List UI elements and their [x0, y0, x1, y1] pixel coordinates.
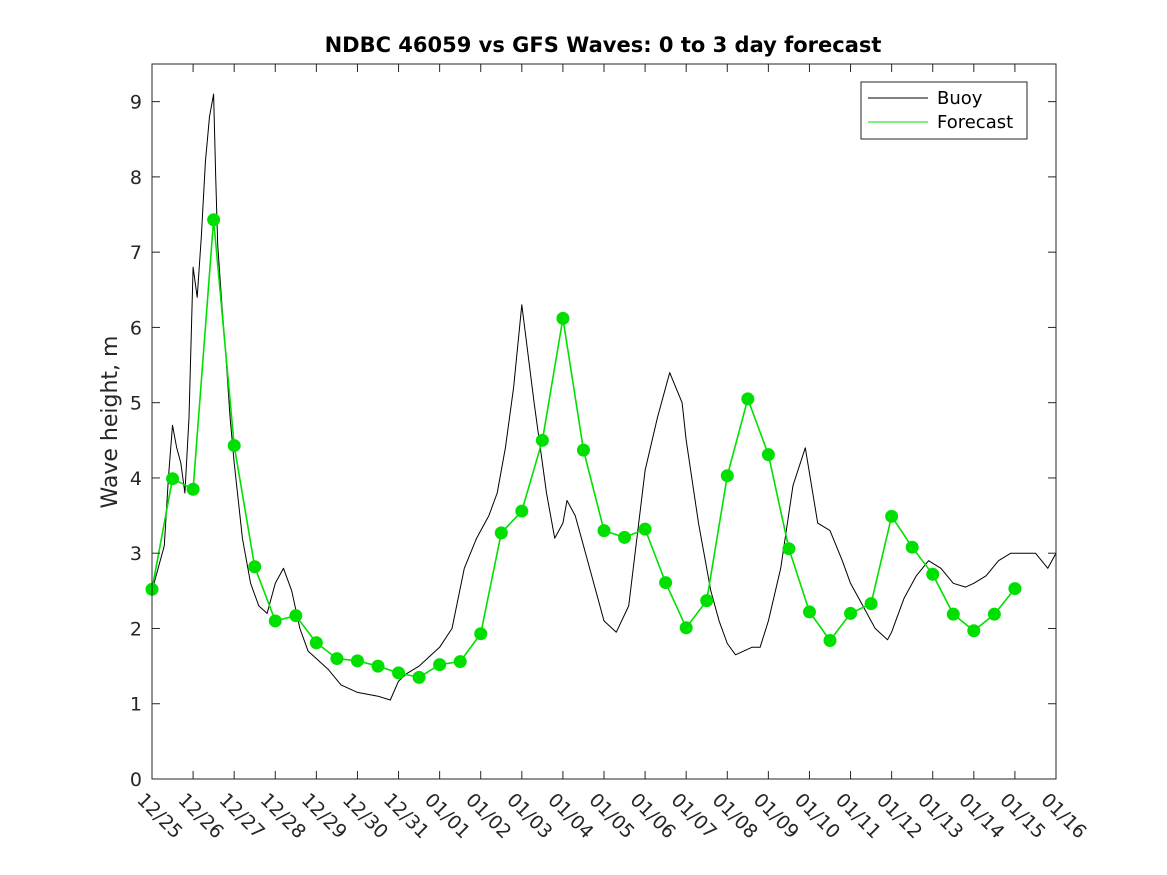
forecast-point [494, 526, 508, 540]
forecast-point [741, 392, 755, 406]
y-tick-label: 7 [130, 242, 142, 264]
forecast-point [638, 522, 652, 536]
forecast-point [207, 213, 221, 227]
y-tick-label: 6 [130, 317, 142, 339]
y-tick-label: 5 [130, 393, 142, 415]
chart-title: NDBC 46059 vs GFS Waves: 0 to 3 day fore… [325, 33, 882, 57]
forecast-point [679, 621, 693, 635]
y-tick-label: 1 [130, 694, 142, 716]
forecast-point [1008, 582, 1022, 596]
forecast-point [453, 655, 467, 669]
forecast-point [885, 509, 899, 523]
forecast-point [412, 670, 426, 684]
forecast-point [967, 624, 981, 638]
forecast-point [309, 636, 323, 650]
legend-forecast-label: Forecast [937, 112, 1013, 133]
forecast-point [864, 597, 878, 611]
forecast-point [782, 542, 796, 556]
forecast-point [166, 472, 180, 486]
forecast-point [392, 666, 406, 680]
forecast-point [535, 433, 549, 447]
y-ticks: 0 1 2 3 4 5 6 7 8 9 [130, 92, 1056, 791]
forecast-point [597, 524, 611, 538]
y-tick-label: 8 [130, 167, 142, 189]
legend-buoy-label: Buoy [937, 88, 983, 109]
forecast-point [659, 576, 673, 590]
forecast-point [844, 606, 858, 620]
forecast-point [926, 567, 940, 581]
forecast-point [186, 482, 200, 496]
forecast-point [474, 627, 488, 641]
forecast-point [987, 607, 1001, 621]
forecast-point [289, 609, 303, 623]
forecast-point [433, 658, 447, 672]
forecast-point [227, 439, 241, 453]
legend: Buoy Forecast [860, 81, 1028, 140]
forecast-point [576, 443, 590, 457]
forecast-point [330, 652, 344, 666]
y-tick-label: 2 [130, 618, 142, 640]
y-axis-label: Wave height, m [98, 336, 123, 509]
forecast-point [720, 469, 734, 483]
forecast-point [761, 448, 775, 462]
forecast-point [618, 530, 632, 544]
forecast-point [700, 594, 714, 608]
forecast-point [556, 311, 570, 325]
forecast-point [946, 607, 960, 621]
y-tick-label: 4 [130, 468, 142, 490]
forecast-point [515, 504, 529, 518]
y-tick-label: 3 [130, 543, 142, 565]
forecast-point [823, 634, 837, 648]
forecast-point [905, 540, 919, 554]
forecast-point [371, 659, 385, 673]
y-tick-label: 9 [130, 92, 142, 114]
legend-box [860, 81, 1028, 140]
forecast-point [350, 654, 364, 668]
forecast-point [802, 605, 816, 619]
y-tick-label: 0 [130, 769, 142, 791]
forecast-point [248, 560, 262, 574]
forecast-point [268, 614, 282, 628]
